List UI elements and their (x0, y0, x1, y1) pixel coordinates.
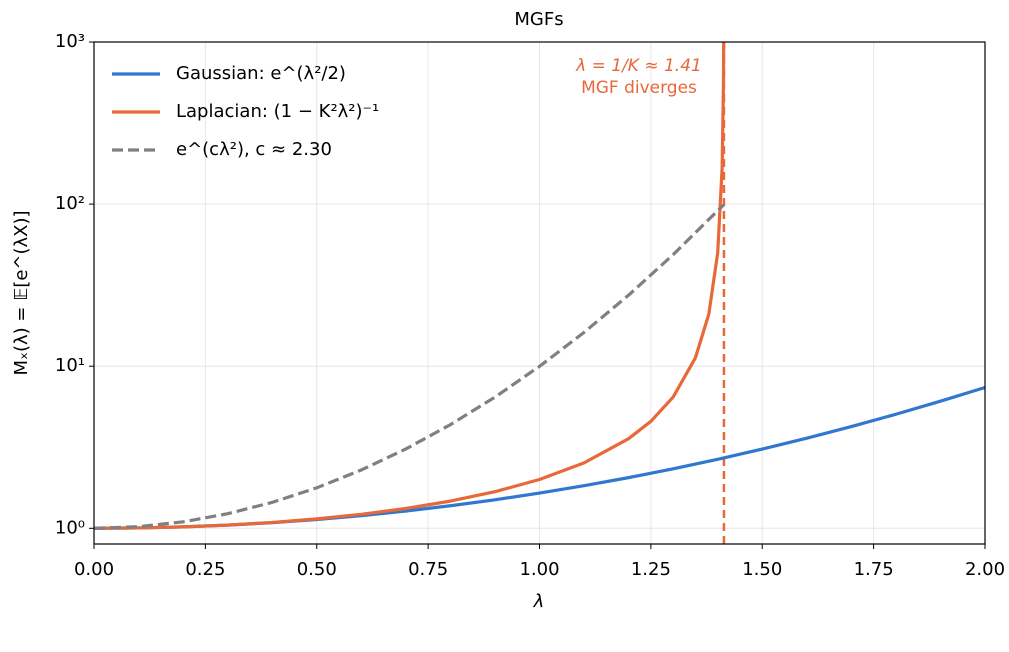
y-tick-label: 10² (55, 193, 85, 214)
y-tick-label: 10¹ (55, 355, 85, 376)
annotation: MGF diverges (581, 78, 697, 98)
annotation: λ = 1/K ≈ 1.41 (575, 56, 702, 76)
legend-label: Laplacian: (1 − K²λ²)⁻¹ (176, 101, 379, 122)
x-tick-label: 1.00 (519, 559, 559, 580)
legend-label: e^(cλ²), c ≈ 2.30 (176, 139, 332, 160)
y-tick-label: 10⁰ (55, 517, 85, 538)
x-tick-label: 0.00 (74, 559, 114, 580)
plot-area (94, 42, 985, 544)
series-line (94, 42, 726, 530)
x-tick-label: 0.50 (297, 559, 337, 580)
x-tick-label: 1.75 (854, 559, 894, 580)
x-tick-label: 1.50 (742, 559, 782, 580)
series-line (94, 203, 726, 530)
legend-label: Gaussian: e^(λ²/2) (176, 63, 346, 84)
x-axis-label: λ (533, 591, 545, 612)
y-tick-label: 10³ (55, 31, 85, 52)
x-tick-label: 0.75 (408, 559, 448, 580)
chart-title: MGFs (514, 9, 563, 30)
x-tick-label: 0.25 (185, 559, 225, 580)
y-axis-label: Mₓ(λ) = 𝔼[e^(λX)] (11, 210, 32, 375)
x-tick-label: 2.00 (965, 559, 1005, 580)
x-tick-label: 1.25 (631, 559, 671, 580)
plot-frame (93, 41, 986, 545)
